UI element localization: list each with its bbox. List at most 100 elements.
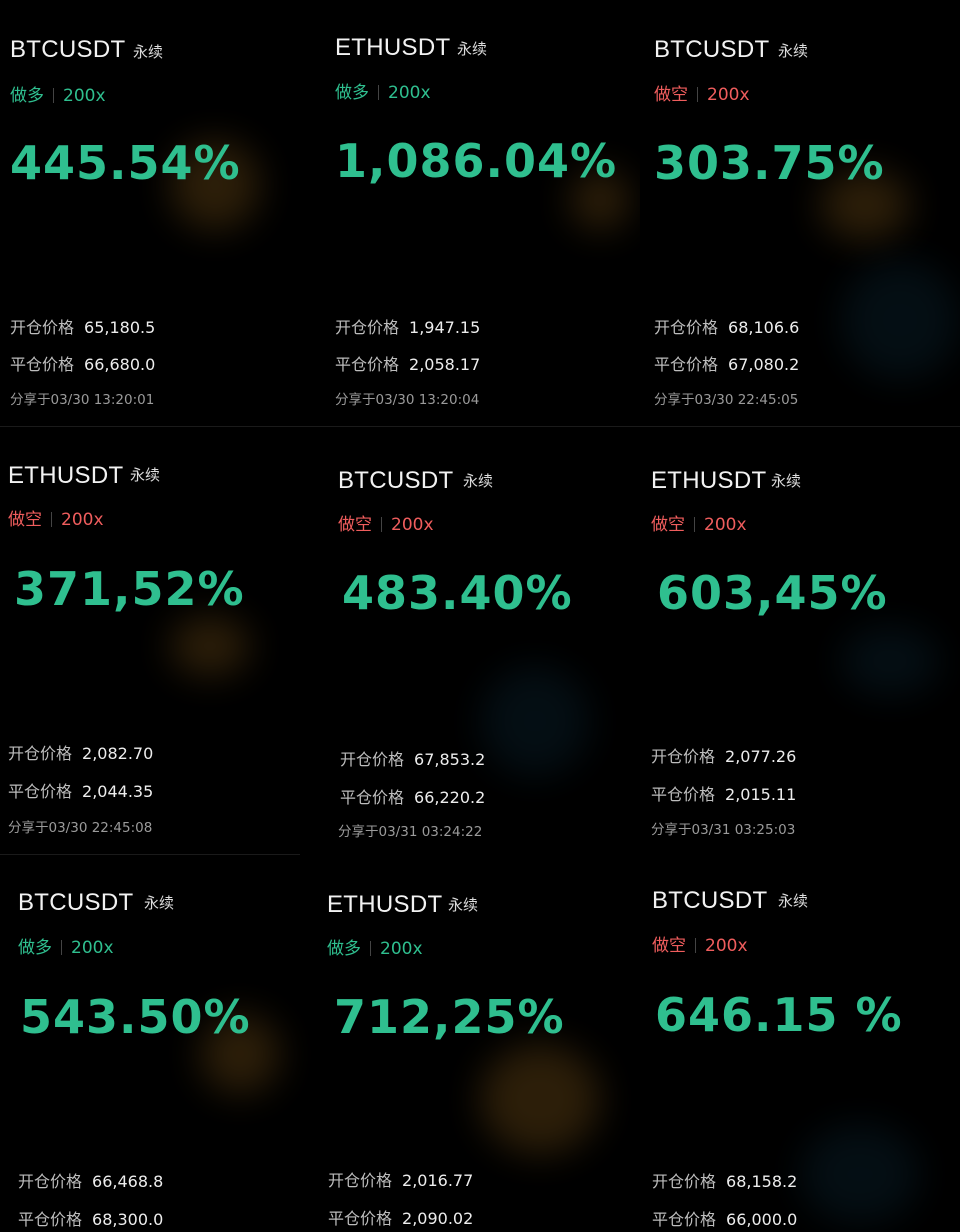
divider <box>381 517 382 532</box>
symbol-label: BTCUSDT <box>10 36 126 63</box>
pnl-card-1: BTCUSDT 永续 做多 200x 445.54% 开仓价格 65,180.5 平… <box>0 0 320 426</box>
close-price-row: 平仓价格 66,000.0 <box>652 1206 797 1230</box>
open-price-row: 开仓价格 67,853.2 <box>340 746 485 770</box>
side-leverage-line: 做多 200x <box>327 934 423 959</box>
pnl-card-7: BTCUSDT 永续 做多 200x 543.50% 开仓价格 66,468.8 平… <box>0 854 320 1232</box>
roe-percent: 371,52% <box>14 562 245 616</box>
open-price-value: 2,077.26 <box>725 747 797 766</box>
leverage-label: 200x <box>61 510 104 530</box>
side-label: 做多 <box>327 939 361 959</box>
pnl-card-6: ETHUSDT 永续 做空 200x 603,45% 开仓价格 2,077.26 平… <box>640 426 960 854</box>
open-price-label: 开仓价格 <box>340 750 405 769</box>
row-divider <box>0 426 960 427</box>
divider <box>53 88 54 103</box>
close-price-value: 66,220.2 <box>414 788 486 807</box>
pnl-card-4: ETHUSDT 永续 做空 200x 371,52% 开仓价格 2,082.70 平… <box>0 426 320 854</box>
open-price-row: 开仓价格 1,947.15 <box>335 314 480 338</box>
leverage-label: 200x <box>707 85 750 105</box>
pnl-card-2: ETHUSDT 永续 做多 200x 1,086.04% 开仓价格 1,947.15… <box>320 0 640 426</box>
share-time: 03/30 22:45:08 <box>48 820 153 836</box>
contract-type-label: 永续 <box>130 466 161 484</box>
close-price-row: 平仓价格 2,044.35 <box>8 778 153 802</box>
side-label: 做空 <box>338 515 372 535</box>
side-leverage-line: 做空 200x <box>652 931 748 956</box>
divider <box>61 940 62 955</box>
open-price-label: 开仓价格 <box>10 318 75 337</box>
close-price-row: 平仓价格 68,300.0 <box>18 1206 163 1230</box>
roe-percent: 712,25% <box>334 990 565 1044</box>
side-label: 做多 <box>10 86 44 106</box>
roe-percent: 646.15 % <box>655 988 903 1042</box>
side-leverage-line: 做多 200x <box>335 78 431 103</box>
background-glow <box>840 260 960 380</box>
close-price-value: 2,058.17 <box>409 355 481 374</box>
open-price-value: 2,016.77 <box>402 1171 474 1190</box>
open-price-value: 67,853.2 <box>414 750 486 769</box>
contract-type-label: 永续 <box>778 892 809 910</box>
share-time: 03/31 03:24:22 <box>378 824 483 840</box>
share-time: 03/30 22:45:05 <box>694 392 799 408</box>
roe-percent: 1,086.04% <box>335 134 618 188</box>
side-leverage-line: 做空 200x <box>654 80 750 105</box>
background-glow <box>170 616 250 676</box>
share-prefix: 分享于 <box>10 392 51 408</box>
pnl-card-3: BTCUSDT 永续 做空 200x 303.75% 开仓价格 68,106.6 平… <box>640 0 960 426</box>
share-prefix: 分享于 <box>651 822 692 838</box>
close-price-value: 66,000.0 <box>726 1210 798 1229</box>
symbol-label: BTCUSDT <box>338 467 454 494</box>
close-price-row: 平仓价格 2,015.11 <box>651 781 796 805</box>
share-timestamp: 分享于03/30 22:45:08 <box>8 816 152 836</box>
divider <box>370 941 371 956</box>
pnl-card-5: BTCUSDT 永续 做空 200x 483.40% 开仓价格 67,853.2 平… <box>320 426 640 854</box>
symbol-label: ETHUSDT <box>651 467 767 494</box>
close-price-row: 平仓价格 66,220.2 <box>340 784 485 808</box>
open-price-value: 65,180.5 <box>84 318 156 337</box>
leverage-label: 200x <box>388 83 431 103</box>
close-price-label: 平仓价格 <box>18 1210 83 1229</box>
pnl-card-9: BTCUSDT 永续 做空 200x 646.15 % 开仓价格 68,158.2 … <box>640 854 960 1232</box>
open-price-label: 开仓价格 <box>328 1171 393 1190</box>
leverage-label: 200x <box>704 515 747 535</box>
roe-percent: 483.40% <box>342 566 573 620</box>
symbol-label: BTCUSDT <box>654 36 770 63</box>
close-price-label: 平仓价格 <box>654 355 719 374</box>
share-time: 03/30 13:20:04 <box>375 392 480 408</box>
divider <box>695 938 696 953</box>
divider <box>51 512 52 527</box>
open-price-label: 开仓价格 <box>652 1172 717 1191</box>
close-price-value: 2,015.11 <box>725 785 797 804</box>
share-timestamp: 分享于03/31 03:24:22 <box>338 820 482 840</box>
close-price-label: 平仓价格 <box>8 782 73 801</box>
share-timestamp: 分享于03/30 13:20:04 <box>335 388 479 408</box>
roe-percent: 303.75% <box>654 136 885 190</box>
symbol-label: BTCUSDT <box>18 889 134 916</box>
close-price-label: 平仓价格 <box>651 785 716 804</box>
open-price-row: 开仓价格 2,082.70 <box>8 740 153 764</box>
leverage-label: 200x <box>71 938 114 958</box>
close-price-value: 2,090.02 <box>402 1209 474 1228</box>
open-price-value: 68,158.2 <box>726 1172 798 1191</box>
row-divider <box>0 854 300 855</box>
close-price-label: 平仓价格 <box>652 1210 717 1229</box>
close-price-value: 67,080.2 <box>728 355 800 374</box>
background-glow <box>480 666 590 776</box>
roe-percent: 603,45% <box>657 566 888 620</box>
roe-percent: 543.50% <box>20 990 251 1044</box>
roe-percent: 445.54% <box>10 136 241 190</box>
open-price-label: 开仓价格 <box>335 318 400 337</box>
open-price-label: 开仓价格 <box>18 1172 83 1191</box>
open-price-value: 1,947.15 <box>409 318 481 337</box>
open-price-row: 开仓价格 66,468.8 <box>18 1168 163 1192</box>
open-price-row: 开仓价格 65,180.5 <box>10 314 155 338</box>
contract-type-label: 永续 <box>778 42 809 60</box>
symbol-label: BTCUSDT <box>652 887 768 914</box>
open-price-value: 66,468.8 <box>92 1172 164 1191</box>
side-label: 做多 <box>335 83 369 103</box>
close-price-value: 68,300.0 <box>92 1210 164 1229</box>
close-price-row: 平仓价格 2,058.17 <box>335 351 480 375</box>
share-prefix: 分享于 <box>654 392 695 408</box>
close-price-label: 平仓价格 <box>340 788 405 807</box>
leverage-label: 200x <box>63 86 106 106</box>
background-glow <box>480 1044 600 1154</box>
